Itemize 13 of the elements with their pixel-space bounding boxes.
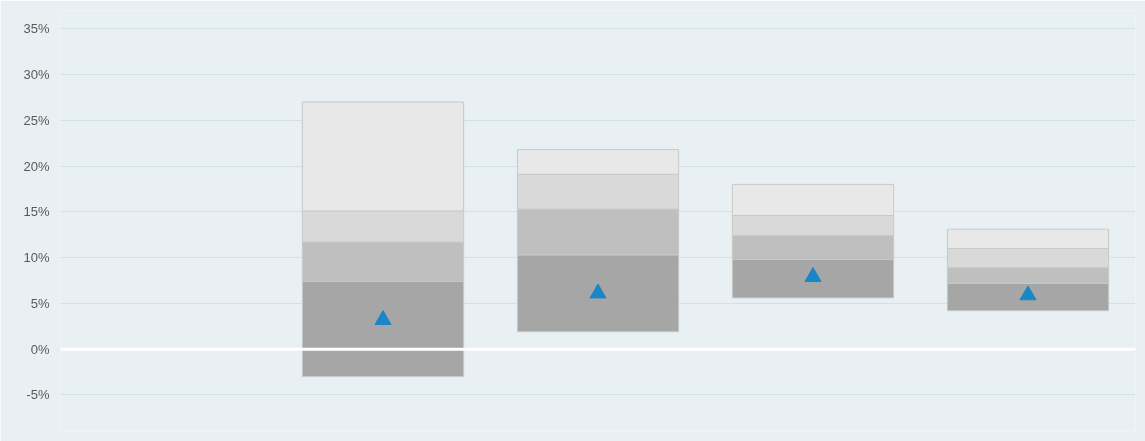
point — [1019, 285, 1037, 301]
point — [374, 310, 392, 325]
y-tick-label: -5% — [26, 387, 50, 403]
y-tick-label: 5% — [30, 295, 50, 311]
y-tick-label: 25% — [23, 112, 50, 128]
point — [589, 283, 607, 299]
y-tick-label: 10% — [23, 250, 50, 266]
point — [804, 267, 822, 282]
y-tick-label: 35% — [23, 21, 50, 37]
y-tick-label: 0% — [30, 341, 50, 357]
y-tick-label: 30% — [23, 67, 50, 83]
y-tick-label: 15% — [23, 204, 50, 220]
y-tick-label: 20% — [23, 158, 50, 174]
